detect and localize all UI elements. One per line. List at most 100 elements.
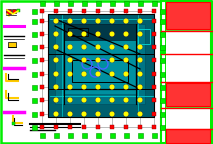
Circle shape	[124, 85, 128, 89]
Bar	[54, 9, 58, 13]
Bar	[96, 98, 100, 102]
Bar	[40, 19, 44, 23]
Bar	[54, 125, 58, 129]
Circle shape	[110, 85, 114, 89]
Bar	[68, 32, 72, 36]
Bar	[160, 32, 164, 36]
Circle shape	[96, 32, 100, 36]
Bar	[151, 132, 157, 138]
Bar	[110, 72, 114, 76]
Bar	[54, 32, 58, 36]
Circle shape	[138, 72, 142, 76]
Circle shape	[82, 32, 86, 36]
Bar	[138, 72, 142, 76]
Bar	[152, 98, 156, 102]
Bar	[32, 125, 36, 129]
Circle shape	[138, 45, 142, 49]
Bar	[96, 45, 100, 49]
Circle shape	[110, 19, 114, 23]
Circle shape	[82, 72, 86, 76]
Circle shape	[54, 19, 58, 23]
Circle shape	[82, 45, 86, 49]
Bar	[152, 58, 156, 62]
Bar	[82, 112, 86, 116]
Circle shape	[68, 58, 72, 62]
Bar	[68, 132, 72, 138]
Bar	[124, 132, 128, 138]
Bar	[96, 19, 100, 23]
Bar	[152, 32, 156, 36]
Bar	[82, 125, 86, 129]
Circle shape	[82, 19, 86, 23]
Bar	[96, 85, 100, 89]
Bar	[160, 8, 164, 14]
Bar	[82, 132, 86, 138]
Bar	[82, 85, 86, 89]
Bar	[151, 0, 157, 5]
Bar	[110, 45, 114, 49]
Bar	[82, 9, 86, 13]
Circle shape	[54, 72, 58, 76]
Circle shape	[124, 19, 128, 23]
Bar	[166, 109, 210, 128]
Bar	[12, 9, 16, 13]
Bar	[160, 44, 164, 50]
Circle shape	[54, 45, 58, 49]
Circle shape	[82, 58, 86, 62]
Bar	[17, 9, 20, 12]
Bar	[68, 125, 72, 129]
Bar	[40, 112, 44, 116]
Bar	[110, 98, 114, 102]
Bar	[68, 85, 72, 89]
Bar	[54, 58, 58, 62]
Circle shape	[124, 98, 128, 102]
Bar	[12, 122, 15, 125]
Circle shape	[54, 98, 58, 102]
Bar	[32, 97, 36, 103]
Bar	[32, 44, 36, 50]
Bar	[110, 125, 114, 129]
Circle shape	[54, 85, 58, 89]
Bar	[68, 19, 72, 23]
Bar	[138, 29, 150, 44]
Bar	[32, 18, 36, 23]
Bar	[40, 98, 44, 102]
Circle shape	[110, 45, 114, 49]
Bar	[32, 57, 36, 62]
Bar	[109, 132, 115, 138]
Bar	[96, 125, 100, 129]
Bar	[161, 1, 211, 143]
Bar	[110, 58, 114, 62]
Circle shape	[68, 72, 72, 76]
Bar	[110, 9, 114, 13]
Bar	[32, 8, 36, 14]
Bar	[124, 72, 128, 76]
Circle shape	[82, 98, 86, 102]
Circle shape	[54, 112, 58, 116]
Bar	[138, 112, 142, 116]
Circle shape	[124, 32, 128, 36]
Bar	[82, 0, 86, 5]
Circle shape	[110, 98, 114, 102]
Circle shape	[96, 58, 100, 62]
Bar	[68, 98, 72, 102]
Bar	[82, 45, 86, 49]
Bar	[32, 85, 36, 90]
Bar	[160, 97, 164, 103]
Bar	[110, 32, 114, 36]
Circle shape	[138, 58, 142, 62]
Circle shape	[68, 112, 72, 116]
Bar	[152, 9, 156, 13]
Bar	[152, 45, 156, 49]
Bar	[54, 85, 58, 89]
Bar	[68, 72, 72, 76]
Bar	[162, 46, 165, 54]
Circle shape	[96, 112, 100, 116]
Bar	[68, 0, 72, 5]
Bar	[53, 132, 59, 138]
Bar	[124, 19, 128, 23]
Circle shape	[68, 45, 72, 49]
Bar	[82, 98, 86, 102]
Bar	[152, 125, 156, 129]
Bar	[96, 58, 100, 62]
